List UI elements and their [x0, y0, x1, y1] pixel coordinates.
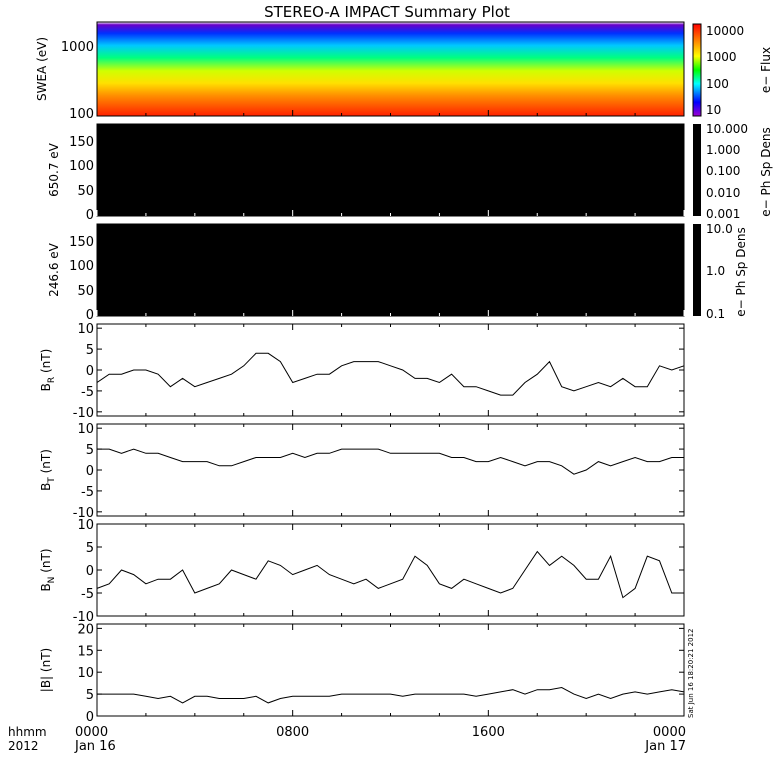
- swea-spectrogram: [96, 21, 685, 117]
- pad1-cbar-tick: 10.000: [706, 122, 748, 136]
- ytick-label: 0: [86, 364, 94, 379]
- time-tick-date: Jan 16: [74, 739, 116, 754]
- pad1-cbar-label: e− Ph Sp Dens: [759, 127, 773, 216]
- ytick-label: 10: [77, 322, 94, 337]
- ytick-label: 0: [86, 464, 94, 479]
- pad2-cbar-tick: 0.1: [706, 307, 725, 321]
- swea-ytick-1000: 1000: [61, 40, 94, 55]
- ytick-label: 10: [77, 518, 94, 533]
- pad1-spectrogram: [96, 123, 685, 217]
- plot-title: STEREO-A IMPACT Summary Plot: [264, 3, 510, 21]
- time-tick-label: 1600: [472, 725, 505, 740]
- pad1-cbar-tick: 0.100: [706, 164, 740, 178]
- series-line: [96, 550, 684, 599]
- swea-colorbar: [692, 23, 702, 117]
- series-line: [97, 448, 684, 475]
- pad1-cbar-tick: 1.000: [706, 143, 740, 157]
- ytick-label: -10: [73, 406, 94, 421]
- panel-ylabel: BT (nT): [39, 449, 57, 491]
- pad2-cbar-tick: 10.0: [706, 222, 733, 236]
- time-tick-label: 0000: [75, 725, 108, 740]
- panel-ylabel: |B| (nT): [39, 648, 53, 692]
- ytick-label: -5: [81, 385, 94, 400]
- pad2-spectrogram: [96, 223, 685, 317]
- panel-frame: [96, 523, 685, 617]
- series-line: [97, 686, 685, 704]
- pad1-panel: 650.7 eV 150 100 50 0 10.000 1.000 0.100…: [47, 122, 773, 223]
- pad2-ytick: 150: [69, 235, 94, 250]
- ytick-label: 20: [77, 622, 94, 637]
- pad1-ytick: 150: [69, 135, 94, 150]
- pad2-cbar-tick: 1.0: [706, 264, 725, 278]
- swea-ylabel: SWEA (eV): [35, 37, 49, 101]
- swea-cbar-tick-10000: 10000: [706, 24, 744, 38]
- time-tick-label: 0000: [653, 725, 686, 740]
- generation-timestamp: Sat Jun 16 18:20:21 2012: [687, 629, 695, 718]
- ytick-label: 5: [86, 541, 94, 556]
- field-panel-3: 20 15 10 5 0 |B| (nT): [39, 622, 685, 725]
- ytick-label: 0: [86, 710, 94, 725]
- time-unit-label: hhmm: [8, 725, 47, 739]
- pad2-ytick: 100: [69, 259, 94, 274]
- pad2-panel: 246.6 eV 150 100 50 0 10.0 1.0 0.1 e− Ph…: [47, 222, 748, 323]
- panel-frame: [96, 623, 685, 717]
- pad1-cbar-tick: 0.010: [706, 186, 740, 200]
- pad2-ylabel: 246.6 eV: [47, 242, 61, 297]
- swea-cbar-label: e− Flux: [759, 47, 773, 93]
- time-year-label: 2012: [8, 739, 39, 753]
- pad1-ylabel: 650.7 eV: [47, 142, 61, 197]
- time-tick-label: 0800: [276, 725, 309, 740]
- swea-ytick-100: 100: [69, 107, 94, 122]
- field-panel-1: 10 5 0 -5 -10 BT (nT): [39, 422, 685, 521]
- panel-ylabel: BN (nT): [39, 548, 57, 591]
- pad2-cbar-label: e− Ph Sp Dens: [734, 227, 748, 316]
- ytick-label: -5: [81, 485, 94, 500]
- ytick-label: 5: [86, 443, 94, 458]
- panel-ylabel: BR (nT): [39, 349, 57, 392]
- panel-frame: [96, 323, 685, 417]
- pad1-ytick: 50: [77, 184, 94, 199]
- pad2-colorbar: [693, 224, 701, 316]
- swea-cbar-tick-10: 10: [706, 103, 721, 117]
- ytick-label: -10: [73, 506, 94, 521]
- ytick-label: 10: [77, 666, 94, 681]
- pad2-ytick: 50: [77, 284, 94, 299]
- pad1-ytick: 0: [86, 208, 94, 223]
- ytick-label: 5: [86, 688, 94, 703]
- field-panel-0: 10 5 0 -5 -10 BR (nT): [39, 322, 685, 421]
- panel-frame: [96, 423, 685, 517]
- field-panel-2: 10 5 0 -5 -10 BN (nT): [39, 518, 685, 625]
- swea-cbar-tick-1000: 1000: [706, 50, 737, 64]
- ytick-label: 0: [86, 564, 94, 579]
- time-tick-date: Jan 17: [644, 739, 686, 754]
- pad2-ytick: 0: [86, 308, 94, 323]
- ytick-label: 10: [77, 422, 94, 437]
- swea-panel: SWEA (eV) 1000 100 10000 1000 100 10 e− …: [35, 21, 773, 122]
- pad1-colorbar: [693, 124, 701, 216]
- ytick-label: 5: [86, 343, 94, 358]
- pad1-cbar-tick: 0.001: [706, 207, 740, 221]
- ytick-label: -10: [73, 610, 94, 625]
- series-line: [96, 352, 685, 396]
- swea-cbar-tick-100: 100: [706, 77, 729, 91]
- ytick-label: -5: [81, 587, 94, 602]
- pad1-ytick: 100: [69, 159, 94, 174]
- ytick-label: 15: [77, 644, 94, 659]
